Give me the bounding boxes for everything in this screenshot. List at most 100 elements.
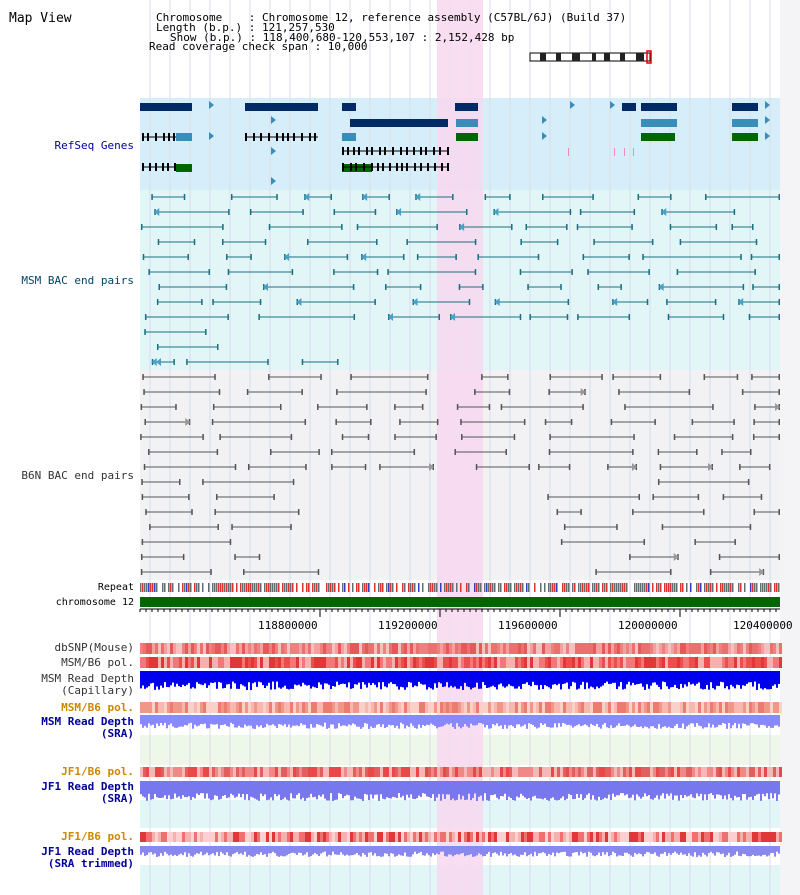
gene-exon	[377, 163, 379, 171]
read-depth-bar	[264, 671, 266, 689]
polymorphism-cell	[503, 702, 506, 713]
read-depth-bar	[468, 715, 470, 728]
read-depth-bar	[370, 846, 372, 853]
read-depth-bar	[774, 715, 776, 726]
polymorphism-cell	[749, 643, 752, 654]
track-label-jf1-trim-sub: (SRA trimmed)	[47, 857, 134, 870]
track-label-msm-b6-pol[interactable]: MSM/B6 pol.	[61, 656, 134, 669]
read-depth-bar	[364, 715, 366, 724]
track-label-msm-bac[interactable]: MSM BAC end pairs	[21, 274, 134, 287]
polymorphism-cell	[713, 643, 716, 654]
read-depth-bar	[180, 781, 182, 799]
bac-end-mark	[633, 434, 635, 440]
bac-end-mark	[509, 194, 511, 200]
read-depth-bar	[270, 715, 272, 726]
track-label-dbsnp[interactable]: dbSNP(Mouse)	[54, 641, 134, 654]
repeat-element	[440, 583, 442, 592]
polymorphism-cell	[674, 702, 677, 713]
read-depth-bar	[572, 781, 574, 800]
read-depth-bar	[376, 846, 378, 857]
repeat-element	[148, 583, 150, 592]
repeat-element	[266, 583, 268, 592]
track-label-jf1-depth[interactable]: JF1 Read Depth	[41, 780, 134, 793]
read-depth-bar	[418, 781, 420, 796]
read-depth-bar	[742, 715, 744, 724]
polymorphism-cell	[311, 832, 314, 842]
polymorphism-cell	[626, 643, 629, 654]
polymorphism-cell	[485, 657, 488, 668]
polymorphism-cell	[740, 702, 743, 713]
bac-end-mark	[201, 299, 203, 305]
repeat-element	[728, 583, 730, 592]
chromosome-bar	[140, 597, 780, 607]
track-label-msm-b6-pol-2[interactable]: MSM/B6 pol.	[61, 701, 134, 714]
read-depth-bar	[276, 715, 278, 728]
bac-end-mark	[461, 434, 463, 440]
read-depth-bar	[708, 671, 710, 690]
read-depth-bar	[298, 671, 300, 685]
bac-end-mark	[331, 464, 333, 470]
polymorphism-cell	[428, 832, 431, 842]
polymorphism-cell	[416, 767, 419, 777]
polymorphism-cell	[167, 702, 170, 713]
read-depth-bar	[496, 846, 498, 854]
repeat-element	[414, 583, 416, 592]
track-label-repeat[interactable]: Repeat	[97, 582, 134, 593]
polymorphism-cell	[272, 643, 275, 654]
bac-end-mark	[301, 389, 303, 395]
polymorphism-cell	[503, 657, 506, 668]
read-depth-bar	[762, 671, 764, 690]
bac-end-arrow	[396, 208, 402, 216]
read-depth-bar	[682, 671, 684, 688]
track-label-msm-depth-sra[interactable]: MSM Read Depth	[41, 715, 134, 728]
read-depth-bar	[140, 715, 142, 725]
read-depth-bar	[758, 781, 760, 794]
track-label-jf1-pol-2[interactable]: JF1/B6 pol.	[61, 830, 134, 843]
read-depth-bar	[424, 671, 426, 685]
gene-exon	[245, 133, 247, 141]
track-label-b6n-bac[interactable]: B6N BAC end pairs	[21, 469, 134, 482]
polymorphism-cell	[209, 767, 212, 777]
read-depth-bar	[764, 781, 766, 797]
read-depth-bar	[304, 846, 306, 855]
polymorphism-cell	[641, 657, 644, 668]
track-label-msm-depth-cap[interactable]: MSM Read Depth	[41, 672, 134, 685]
read-depth-bar	[348, 671, 350, 683]
bac-end-mark	[290, 434, 293, 440]
bac-end-mark	[402, 254, 405, 260]
polymorphism-cell	[365, 702, 368, 713]
read-depth-bar	[744, 846, 746, 855]
read-depth-bar	[188, 671, 190, 684]
read-depth-bar	[510, 846, 512, 854]
polymorphism-cell	[506, 767, 509, 777]
polymorphism-cell	[779, 702, 782, 713]
refseq-gene	[641, 119, 677, 127]
polymorphism-cell	[395, 643, 398, 654]
polymorphism-cell	[542, 832, 545, 842]
read-depth-bar	[764, 715, 766, 726]
track-label-refseq[interactable]: RefSeq Genes	[54, 139, 134, 152]
polymorphism-cell	[566, 702, 569, 713]
polymorphism-cell	[164, 643, 167, 654]
bac-end-mark	[488, 404, 491, 410]
gene-exon	[260, 133, 262, 141]
track-label-jf1-trim[interactable]: JF1 Read Depth	[41, 845, 134, 858]
repeat-element	[516, 583, 518, 592]
gene-exon	[382, 163, 384, 171]
read-depth-bar	[744, 781, 746, 794]
polymorphism-cell	[368, 832, 371, 842]
read-depth-bar	[704, 846, 706, 855]
read-depth-bar	[264, 715, 266, 728]
polymorphism-cell	[488, 643, 491, 654]
read-depth-bar	[218, 846, 220, 857]
bac-end-mark	[228, 209, 230, 215]
track-label-jf1-pol[interactable]: JF1/B6 pol.	[61, 765, 134, 778]
polymorphism-cell	[287, 767, 290, 777]
read-depth-bar	[570, 846, 572, 857]
read-depth-bar	[776, 781, 778, 801]
bac-end-mark	[333, 209, 336, 215]
bac-end-mark	[399, 419, 401, 425]
polymorphism-cell	[491, 767, 494, 777]
polymorphism-cell	[470, 643, 473, 654]
